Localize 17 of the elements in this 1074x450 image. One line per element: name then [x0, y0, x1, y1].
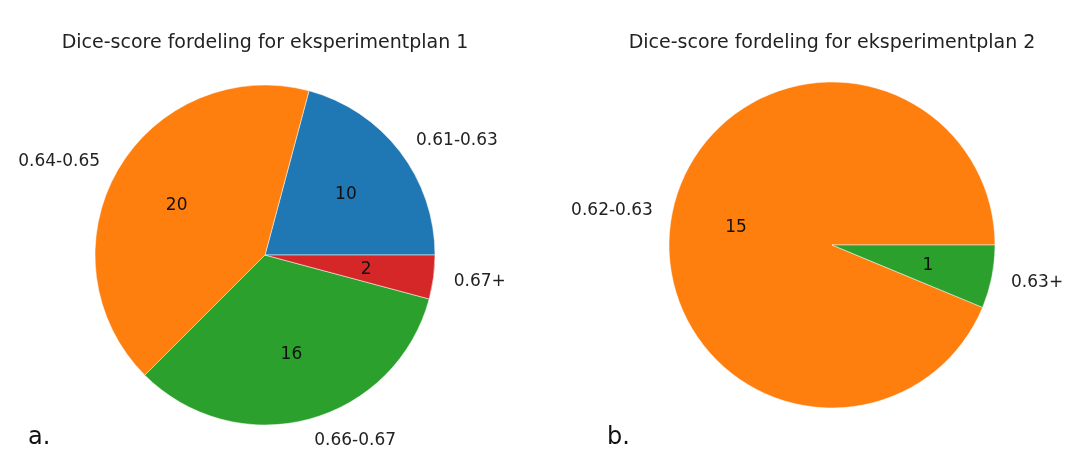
data-label: 15 [725, 215, 747, 236]
slice-label: 0.67+ [453, 269, 506, 290]
text: b. [607, 422, 630, 450]
data-label: 2 [360, 258, 372, 279]
slice-label: 0.64-0.65 [18, 149, 101, 170]
data-label: 10 [335, 182, 357, 203]
data-label: 1 [922, 254, 934, 275]
chart-title: Dice-score fordeling for eksperimentplan 1 [61, 30, 469, 52]
slice-label: 0.62-0.63 [571, 199, 653, 220]
data-label: 20 [165, 193, 188, 214]
data-label: 16 [280, 343, 303, 364]
slice-label: 0.66-0.67 [314, 428, 397, 449]
pie-slice [669, 81, 996, 409]
slice-label: 0.63+ [1011, 270, 1064, 291]
text: a. [28, 422, 51, 450]
chart-title: Dice-score fordeling for eksperimentplan 2 [628, 30, 1036, 52]
slice-label: 0.61-0.63 [416, 129, 498, 150]
